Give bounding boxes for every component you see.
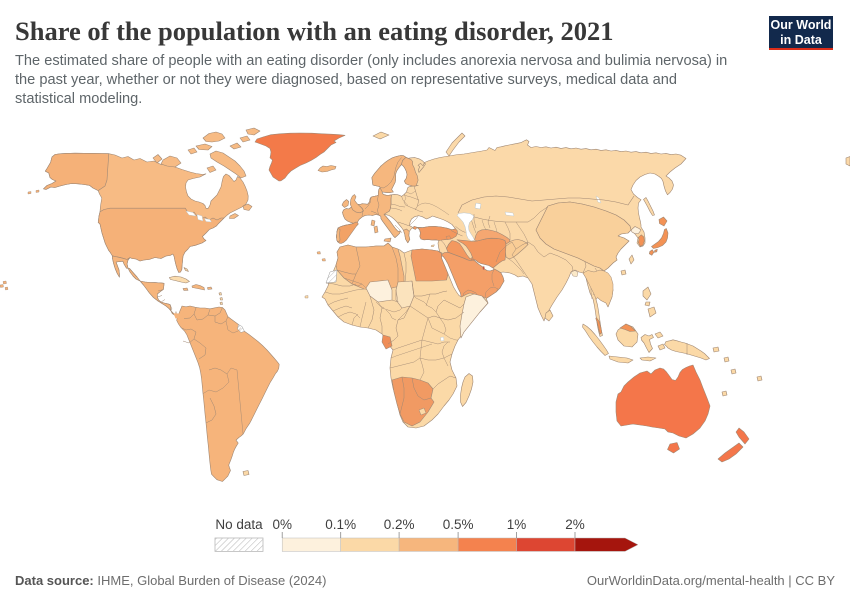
svg-text:0.5%: 0.5% [443, 517, 474, 532]
svg-text:2%: 2% [565, 517, 585, 532]
svg-text:1%: 1% [507, 517, 527, 532]
svg-text:No data: No data [215, 517, 263, 532]
svg-text:0.1%: 0.1% [325, 517, 356, 532]
svg-text:0.2%: 0.2% [384, 517, 415, 532]
svg-text:0%: 0% [272, 517, 292, 532]
